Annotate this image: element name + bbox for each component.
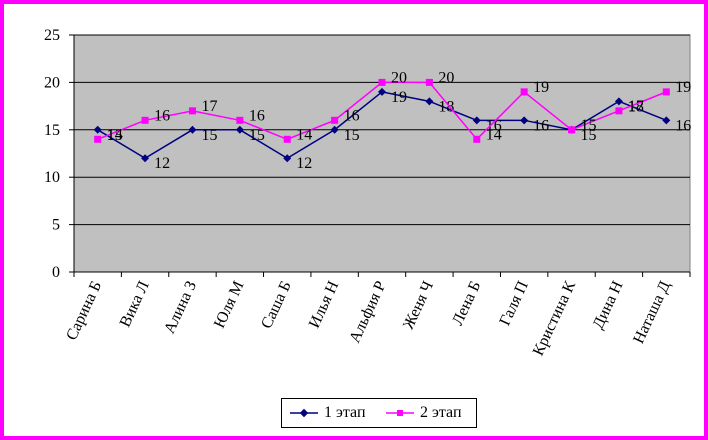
data-label-series-2: 17 xyxy=(201,98,217,115)
series-1-point xyxy=(662,116,671,125)
x-tick-label: Илья Н xyxy=(306,278,343,331)
data-label-series-2: 14 xyxy=(296,126,312,143)
series-1-point xyxy=(472,116,481,125)
data-label-series-1: 15 xyxy=(344,127,360,144)
x-tick-label: Вика Л xyxy=(117,278,153,329)
data-label-series-1: 15 xyxy=(581,127,597,144)
x-tick-label: Лена Б xyxy=(449,279,484,329)
data-label-series-1: 18 xyxy=(438,98,454,115)
y-tick-label: 0 xyxy=(52,264,60,281)
x-tick-label: Юля М xyxy=(211,279,247,331)
series-2-point xyxy=(568,126,576,134)
series-2-point xyxy=(236,116,244,124)
x-tick-label: Наташа Д xyxy=(630,278,674,346)
series-1-point xyxy=(614,97,623,106)
data-label-series-2: 14 xyxy=(486,126,502,143)
series-1-point xyxy=(93,125,102,134)
series-1-point xyxy=(520,116,529,125)
y-tick-label: 20 xyxy=(44,74,60,91)
series-2-point xyxy=(425,78,433,86)
legend-swatch-series-1 xyxy=(290,408,318,418)
data-label-series-1: 15 xyxy=(249,127,265,144)
x-tick-label: Сарина Б xyxy=(63,279,105,343)
series-2-point xyxy=(615,107,623,115)
data-label-series-2: 15 xyxy=(581,117,597,134)
data-label-series-1: 19 xyxy=(391,89,407,106)
data-label-series-2: 19 xyxy=(675,79,691,96)
y-tick-label: 25 xyxy=(44,27,60,44)
data-label-series-1: 12 xyxy=(296,155,312,172)
data-label-series-2: 20 xyxy=(438,69,454,86)
data-label-series-1: 16 xyxy=(675,117,691,134)
series-2-point xyxy=(662,88,670,96)
data-label-series-2: 16 xyxy=(154,107,170,124)
data-label-series-1: 16 xyxy=(486,117,502,134)
plot-area: 0 5 10 15 20 25 Сарина Б Вика Л Алина З Юля М Саша… xyxy=(44,27,691,358)
series-1-point xyxy=(235,125,244,134)
series-2-point xyxy=(378,78,386,86)
x-tick-label: Кристина К xyxy=(530,278,579,358)
data-label-series-2: 19 xyxy=(533,79,549,96)
data-label-series-2: 17 xyxy=(628,98,644,115)
y-tick-label: 15 xyxy=(44,122,60,139)
series-1-point xyxy=(378,87,386,96)
data-label-series-2: 16 xyxy=(344,107,360,124)
data-label-series-2: 20 xyxy=(391,69,407,86)
plot-background xyxy=(73,34,691,273)
series-1-point xyxy=(425,97,434,106)
series-2-point xyxy=(283,135,291,143)
series-1-point xyxy=(283,154,292,163)
x-tick-label: Альфия Р xyxy=(346,278,389,345)
y-tick-label: 10 xyxy=(44,169,60,186)
series-2-point xyxy=(331,116,339,124)
legend-label-series-1: 1 этап xyxy=(324,404,366,421)
series-2-point xyxy=(94,135,102,143)
x-tick-label: Женя Ч xyxy=(400,279,437,332)
legend-swatch-series-2 xyxy=(386,410,414,416)
data-label-series-1: 16 xyxy=(533,117,549,134)
data-label-series-2: 14 xyxy=(107,126,123,143)
data-label-series-2: 16 xyxy=(249,107,265,124)
series-2-point xyxy=(141,116,149,124)
y-tick-label: 5 xyxy=(52,217,60,234)
data-label-series-1: 15 xyxy=(201,127,217,144)
series-2-point xyxy=(188,107,196,115)
legend-label-series-2: 2 этап xyxy=(420,404,462,421)
series-2-point xyxy=(520,88,528,96)
data-label-series-1: 12 xyxy=(154,155,170,172)
series-1-point xyxy=(188,125,197,134)
series-1-point xyxy=(141,154,150,163)
series-2-point xyxy=(473,135,481,143)
x-tick-label: Саша Б xyxy=(258,279,295,332)
x-tick-label: Алина З xyxy=(161,279,200,337)
legend: 1 этап 2 этап xyxy=(281,398,477,428)
x-tick-label: Галя П xyxy=(497,278,532,328)
x-tick-label: Дина Н xyxy=(590,278,627,332)
series-1-point xyxy=(330,125,339,134)
